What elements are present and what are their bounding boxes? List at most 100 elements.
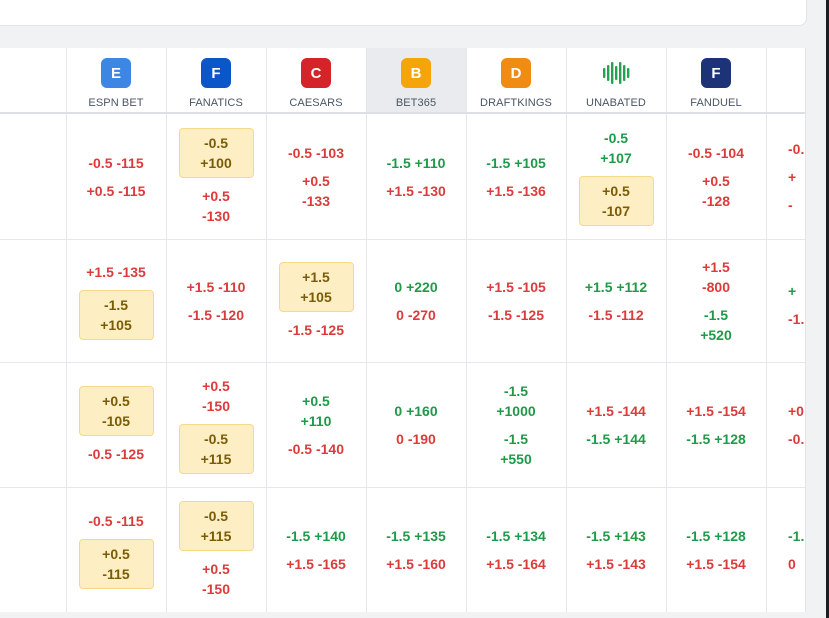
odds-button[interactable]: -1.5 -125	[287, 321, 345, 338]
best-odds-button[interactable]: -0.5 +100	[178, 127, 254, 178]
bookmaker-header[interactable]: BE	[766, 48, 805, 114]
fanduel-icon: F	[701, 58, 731, 88]
best-odds-button[interactable]: -0.5 +115	[178, 500, 254, 551]
header-divider	[0, 112, 805, 114]
odds-cell: +1.5 +112 -1.5 -112	[566, 239, 666, 362]
odds-button[interactable]: -	[788, 196, 793, 213]
bookmaker-header[interactable]: UNABATED	[566, 48, 666, 114]
odds-button[interactable]: -0.5 -103	[287, 144, 345, 161]
bookmaker-logo-letter: F	[211, 64, 221, 82]
odds-button[interactable]: +1.5 -144	[586, 402, 646, 419]
odds-button[interactable]: +1.5 -154	[686, 402, 746, 419]
odds-cell: -1.5 +135 +1.5 -160	[366, 487, 466, 612]
odds-button[interactable]: -1.5 +550	[500, 430, 532, 467]
best-odds-button[interactable]: -1.5 +105	[78, 289, 154, 340]
odds-button[interactable]: 0	[788, 555, 796, 572]
odds-cell: -0.5 -103 +0.5 -133	[266, 114, 366, 239]
odds-button[interactable]: -1.	[788, 310, 805, 327]
best-odds-button[interactable]: +0.5 -105	[78, 385, 154, 436]
odds-button[interactable]: +	[788, 168, 797, 185]
odds-button[interactable]: -1.5 -112	[588, 306, 644, 323]
odds-cell: + -1.	[766, 239, 805, 362]
odds-button[interactable]: +1.5 -110	[186, 278, 246, 295]
bookmaker-logo-letter: B	[410, 64, 422, 82]
odds-button[interactable]: +1.5 -143	[586, 555, 646, 572]
odds-button[interactable]: 0 -190	[396, 430, 436, 447]
best-odds-button[interactable]: +0.5 -115	[78, 538, 154, 589]
odds-button[interactable]: -0.	[788, 430, 805, 447]
odds-button[interactable]: -0.5 -104	[687, 144, 745, 161]
odds-button[interactable]: +1.5 -160	[386, 555, 446, 572]
odds-button[interactable]: -1.5 +128	[686, 430, 746, 447]
odds-button[interactable]: -1.5 -125	[487, 306, 545, 323]
odds-button[interactable]: +0	[788, 402, 804, 419]
odds-cell: -0. + -	[766, 114, 805, 239]
odds-button[interactable]: +1.5 -154	[686, 555, 746, 572]
odds-button[interactable]: +	[788, 282, 797, 299]
best-odds-button[interactable]: -0.5 +115	[178, 423, 254, 474]
bookmaker-header[interactable]: B BET365	[366, 48, 466, 114]
column-divider	[566, 48, 567, 612]
odds-button[interactable]: -1.5 +1000	[496, 382, 536, 419]
odds-button[interactable]: -1.5 +143	[586, 527, 646, 544]
odds-button[interactable]: -1.5 +135	[386, 527, 446, 544]
odds-button[interactable]: +0.5 -150	[201, 377, 231, 414]
odds-button[interactable]: -1.5 +105	[486, 154, 546, 171]
odds-cell: +0.5 +110 -0.5 -140	[266, 362, 366, 487]
odds-button[interactable]: +1.5 -800	[701, 258, 731, 295]
odds-button[interactable]: -1.5 +520	[700, 306, 732, 343]
bookmaker-header[interactable]: D DRAFTKINGS	[466, 48, 566, 114]
odds-comparison-table: E ESPN BET F FANATICS C CAESARS B BET365 D DRAFTK…	[0, 48, 806, 612]
bookmaker-header[interactable]: C CAESARS	[266, 48, 366, 114]
odds-cell: +1.5 -154 -1.5 +128	[666, 362, 766, 487]
odds-button[interactable]: -0.5 -115	[88, 512, 144, 529]
best-odds-button[interactable]: +1.5 +105	[278, 261, 354, 312]
unabated-bars-icon	[601, 58, 631, 88]
best-odds-button[interactable]: +0.5 -107	[578, 175, 654, 226]
odds-button[interactable]: -1.5 +128	[686, 527, 746, 544]
odds-button[interactable]: +0.5 -150	[201, 560, 231, 597]
odds-button[interactable]: +1.5 -130	[386, 182, 446, 199]
column-divider	[466, 48, 467, 612]
odds-button[interactable]: 0 +160	[394, 402, 438, 419]
odds-cell: +1.5 +105 -1.5 -125	[266, 239, 366, 362]
odds-button[interactable]: 0 +220	[394, 278, 438, 295]
odds-button[interactable]: +0.5 +110	[300, 392, 332, 429]
odds-button[interactable]: +1.5 +112	[584, 278, 648, 295]
top-toolbar-card	[0, 0, 807, 26]
odds-button[interactable]: +1.5 -164	[486, 555, 546, 572]
bookmaker-name: DRAFTKINGS	[480, 97, 552, 109]
page-scrollbar[interactable]	[826, 0, 829, 618]
odds-cell: +1.5 -800 -1.5 +520	[666, 239, 766, 362]
odds-button[interactable]: +1.5 -105	[486, 278, 546, 295]
bookmaker-header[interactable]: F FANATICS	[166, 48, 266, 114]
odds-button[interactable]: -0.5 +107	[600, 129, 632, 166]
odds-button[interactable]: +1.5 -165	[286, 555, 346, 572]
odds-cell: +0.5 -150 -0.5 +115	[166, 362, 266, 487]
odds-button[interactable]: -0.	[788, 140, 805, 157]
odds-button[interactable]: -0.5 -140	[287, 440, 345, 457]
odds-button[interactable]: -0.5 -115	[88, 154, 144, 171]
bookmaker-header[interactable]: E ESPN BET	[66, 48, 166, 114]
odds-button[interactable]: +0.5 -115	[86, 182, 146, 199]
bookmaker-header[interactable]: F FANDUEL	[666, 48, 766, 114]
odds-button[interactable]: -1.5 -120	[187, 306, 245, 323]
odds-button[interactable]: 0 -270	[396, 306, 436, 323]
row-divider	[0, 487, 805, 488]
odds-button[interactable]: -0.5 -125	[87, 445, 145, 462]
odds-button[interactable]: -1.5 +144	[586, 430, 646, 447]
odds-button[interactable]: -1.	[788, 527, 805, 544]
odds-button[interactable]: +1.5 -135	[86, 263, 146, 280]
odds-cell: -1.5 +128 +1.5 -154	[666, 487, 766, 612]
odds-button[interactable]: +0.5 -133	[301, 172, 331, 209]
odds-button[interactable]: +0.5 -128	[701, 172, 731, 209]
odds-button[interactable]: +1.5 -136	[486, 182, 546, 199]
odds-button[interactable]: -1.5 +134	[486, 527, 546, 544]
odds-button[interactable]: -1.5 +110	[386, 154, 446, 171]
odds-button[interactable]: -1.5 +140	[286, 527, 346, 544]
odds-cell: -1.5 +1000 -1.5 +550	[466, 362, 566, 487]
odds-button[interactable]: +0.5 -130	[201, 187, 231, 224]
bookmaker-name: FANATICS	[189, 97, 243, 109]
row-divider	[0, 239, 805, 240]
column-divider	[266, 48, 267, 612]
